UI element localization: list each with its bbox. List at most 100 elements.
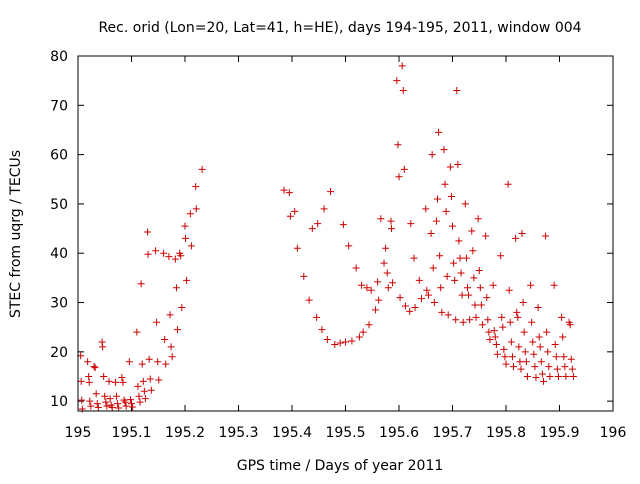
data-point bbox=[461, 200, 469, 208]
data-point bbox=[470, 274, 478, 282]
data-point bbox=[453, 87, 461, 95]
data-point bbox=[478, 321, 486, 329]
data-point bbox=[314, 220, 322, 228]
data-point bbox=[569, 372, 577, 380]
data-point bbox=[424, 291, 432, 299]
data-point bbox=[508, 353, 516, 361]
data-point bbox=[348, 337, 356, 345]
data-point bbox=[458, 291, 466, 299]
data-point bbox=[450, 259, 458, 267]
data-point bbox=[500, 345, 508, 353]
data-point bbox=[456, 254, 464, 262]
data-point bbox=[434, 195, 442, 203]
data-point bbox=[400, 165, 408, 173]
data-point bbox=[459, 318, 467, 326]
data-point bbox=[485, 328, 493, 336]
data-point bbox=[532, 373, 540, 381]
data-point bbox=[550, 281, 558, 289]
data-point bbox=[553, 365, 561, 373]
data-point bbox=[502, 360, 510, 368]
data-point bbox=[383, 269, 391, 277]
data-point bbox=[174, 326, 182, 334]
data-point bbox=[444, 311, 452, 319]
data-point bbox=[384, 284, 392, 292]
data-point bbox=[451, 276, 459, 284]
data-point bbox=[345, 242, 353, 250]
data-point bbox=[167, 343, 175, 351]
data-point bbox=[119, 378, 127, 386]
data-point bbox=[99, 343, 107, 351]
data-point bbox=[568, 365, 576, 373]
data-point bbox=[410, 254, 418, 262]
data-point bbox=[94, 404, 102, 412]
data-point bbox=[145, 355, 153, 363]
data-point bbox=[78, 396, 86, 404]
data-point bbox=[523, 372, 531, 380]
data-point bbox=[395, 173, 403, 181]
data-point bbox=[308, 225, 316, 233]
data-point bbox=[111, 378, 119, 386]
data-point bbox=[529, 338, 537, 346]
data-point bbox=[520, 328, 528, 336]
data-point bbox=[108, 404, 116, 412]
data-point bbox=[513, 308, 521, 316]
data-point bbox=[427, 230, 435, 237]
data-point bbox=[155, 376, 163, 384]
data-point bbox=[118, 373, 126, 381]
data-point bbox=[388, 225, 396, 233]
data-point bbox=[468, 227, 476, 235]
data-point bbox=[484, 316, 492, 324]
data-point bbox=[92, 390, 100, 398]
data-point bbox=[482, 232, 490, 240]
data-point bbox=[135, 392, 143, 400]
data-point bbox=[286, 212, 294, 220]
data-point bbox=[85, 378, 93, 386]
data-point bbox=[472, 313, 480, 321]
data-point bbox=[389, 279, 397, 287]
data-point bbox=[293, 244, 301, 252]
data-point bbox=[141, 395, 149, 403]
data-point bbox=[394, 141, 402, 149]
data-point bbox=[538, 370, 546, 378]
data-point bbox=[140, 387, 148, 395]
data-point bbox=[365, 321, 373, 329]
x-tick-label: 195 bbox=[65, 425, 92, 441]
data-point bbox=[320, 205, 328, 213]
data-point bbox=[352, 264, 360, 272]
data-point bbox=[87, 402, 95, 410]
data-point bbox=[535, 333, 543, 341]
data-point bbox=[457, 269, 465, 277]
data-point bbox=[454, 160, 462, 168]
data-point bbox=[168, 353, 176, 361]
data-point bbox=[492, 340, 500, 348]
y-tick-label: 20 bbox=[50, 345, 68, 361]
data-point bbox=[186, 210, 194, 218]
data-point bbox=[486, 336, 494, 344]
x-tick-label: 195.3 bbox=[218, 425, 258, 441]
tick-labels: 195 195.1 195.2 195.3 195.4 195.5 195.6 195.7 19… bbox=[50, 49, 626, 441]
data-point bbox=[449, 222, 456, 230]
data-point bbox=[327, 188, 335, 196]
data-point bbox=[432, 217, 440, 225]
data-point bbox=[86, 397, 94, 405]
data-point bbox=[100, 372, 108, 380]
y-tick-label: 80 bbox=[50, 49, 68, 65]
data-point bbox=[181, 222, 189, 230]
data-point bbox=[515, 343, 523, 351]
data-point bbox=[443, 272, 451, 280]
data-point bbox=[382, 244, 390, 252]
data-point bbox=[559, 333, 567, 341]
data-point bbox=[77, 377, 85, 385]
data-point bbox=[182, 234, 190, 242]
data-point bbox=[192, 205, 200, 213]
data-point bbox=[437, 284, 445, 292]
data-point bbox=[380, 259, 388, 267]
data-point bbox=[138, 360, 146, 368]
data-point bbox=[134, 382, 142, 390]
x-tick-label: 195.8 bbox=[486, 425, 526, 441]
data-point bbox=[377, 215, 385, 223]
chart-title: Rec. orid (Lon=20, Lat=41, h=HE), days 1… bbox=[98, 20, 581, 36]
data-point bbox=[300, 272, 308, 280]
data-point bbox=[440, 146, 448, 154]
